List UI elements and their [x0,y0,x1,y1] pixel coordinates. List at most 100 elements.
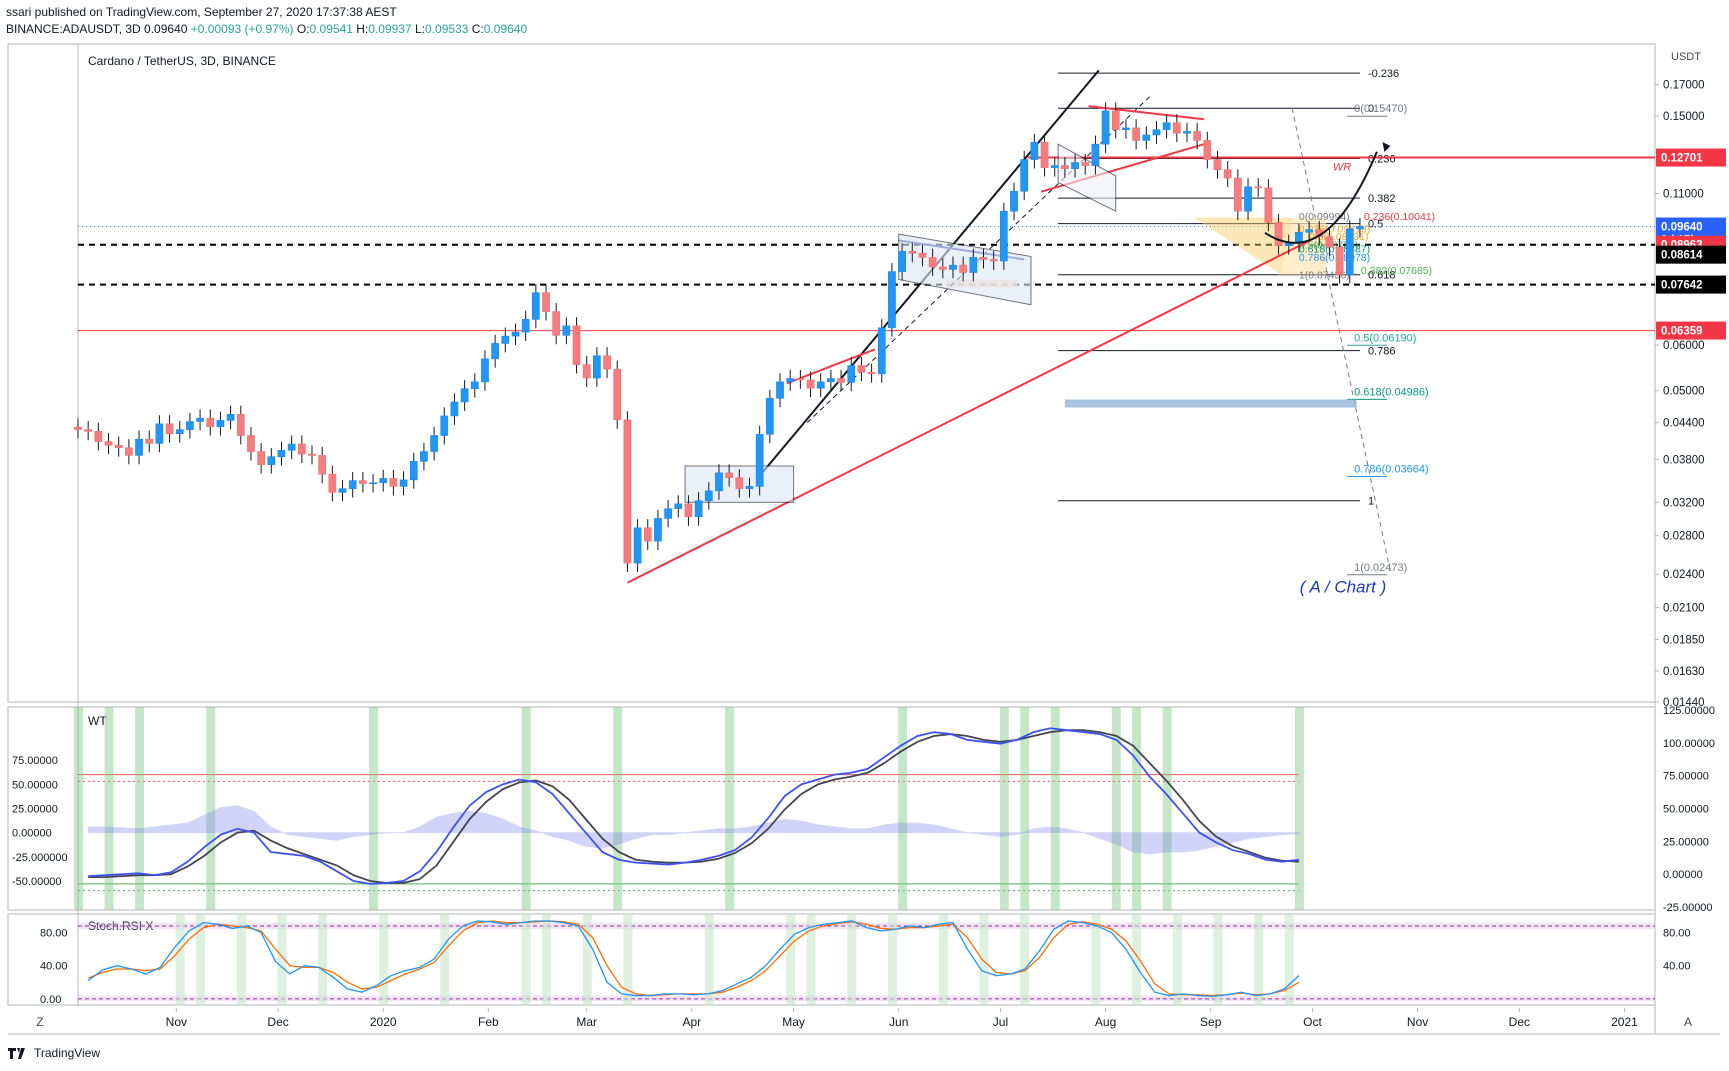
candle-body [755,433,764,487]
wt-fast-line [88,727,1300,885]
candle-body [806,379,815,389]
wt-right-tick: 50.00000 [1663,804,1709,816]
wt-signal-bar [1162,707,1172,910]
wt-signal-bar [104,707,114,910]
zone-fib-label: 0.236(0.10041) [1364,211,1435,223]
low-label: L: [415,22,426,36]
brand-label[interactable]: TradingView [34,1046,101,1060]
stoch-signal-bar [806,914,816,1005]
stoch-left-tick: 80.00 [40,928,68,940]
candle-body [236,413,245,436]
stoch-signal-bar [196,914,206,1005]
candle-body [399,479,408,487]
wt-title: WT [88,714,107,728]
wt-signal-bar [1132,707,1142,910]
candle-body [389,478,398,487]
price-tick-label: 0.04400 [1663,418,1705,430]
triangle-zone [1193,217,1293,275]
tradingview-logo-icon[interactable] [6,1045,28,1061]
stoch-left-tick: 0.00 [40,994,61,1006]
price-change: +0.00093 (+0.97%) [190,22,294,36]
candle-body [1152,129,1161,136]
price-tick-label: 0.03200 [1663,497,1705,509]
channel-red-upper [1088,105,1205,121]
wt-signal-bar [1294,707,1304,910]
price-tick-label: 0.11000 [1663,189,1704,201]
open-label: O: [296,22,310,36]
wt-signal-bar [1020,707,1030,910]
candle-body [959,264,968,273]
time-tick-label: Feb [478,1015,499,1029]
candle-body [1325,236,1334,248]
candle-body [440,415,449,436]
stoch-k-line [87,920,1300,998]
price-tick-label: 0.06000 [1663,340,1705,352]
price-tick-label: 0.03800 [1663,454,1705,466]
candle-body [552,311,561,336]
wt-left-tick: -25.000000 [12,852,68,864]
candle-body [847,365,856,383]
candle-body [949,264,957,270]
candle-body [827,378,835,383]
candle-body [938,266,947,270]
candle-body [1345,228,1354,276]
candle-body [84,429,93,432]
time-tick-label: 2020 [370,1015,397,1029]
candle-body [318,455,327,475]
candle-body [1061,165,1069,169]
candle-body [1244,186,1252,212]
high-label: H: [356,22,369,36]
price-line-tag [1656,321,1726,340]
fib-level-label: 0.618 [1368,270,1396,282]
candle-body [155,423,164,444]
stoch-signal-bar [440,914,450,1005]
stoch-signal-bar [938,914,948,1005]
candle-body [745,486,754,489]
stoch-right-tick: 80.00 [1663,928,1691,940]
wt-slow-line [88,729,1299,884]
price-tick-label: 0.01630 [1663,666,1705,678]
target-zone [1064,399,1357,408]
left-corner-label: Z [36,1015,43,1029]
candle-body [348,480,357,489]
candle-body [694,500,703,518]
flag-box-jul [1057,143,1117,212]
price-tick-label: 0.02100 [1663,603,1705,615]
flag-red-line [786,348,876,385]
fib-level-label: 0 [1368,103,1374,115]
time-tick-label: May [782,1015,805,1029]
fib-level-label: -0.236 [1368,68,1399,80]
stoch-signal-bar [1213,914,1223,1005]
stoch-right-tick: 40.00 [1663,961,1691,973]
price-line-tag [1656,148,1726,167]
wt-right-tick: 75.00000 [1663,771,1709,783]
wt-right-tick: 25.00000 [1663,836,1709,848]
time-tick-label: Jun [889,1015,908,1029]
candle-body [562,325,571,336]
candle-body [1122,127,1130,130]
wt-signal-bar [135,707,145,910]
close-label: C: [471,22,484,36]
wt-right-tick: 0.00000 [1663,869,1703,881]
candle-body [582,364,591,379]
candle-body [664,508,672,519]
candle-body [175,429,184,435]
candle-body [765,398,774,435]
candle-body [267,456,276,465]
candle-body [593,355,601,379]
candle-body [1183,131,1191,134]
open-value: 0.09541 [309,22,353,36]
stoch-signal-bar [1132,914,1142,1005]
candle-body [1305,229,1313,233]
candle-body [409,461,418,481]
stoch-signal-bar [1284,914,1294,1005]
fib-zone [1278,217,1327,275]
fib-retrace-label: 1(0.02473) [1354,562,1407,574]
candle-body [308,453,316,456]
candle-body [481,358,489,383]
fib-level-label: 1 [1368,496,1374,508]
wt-left-tick: 25.00000 [12,804,58,816]
candle-body [613,368,622,421]
stoch-signal-bar [521,914,531,1005]
